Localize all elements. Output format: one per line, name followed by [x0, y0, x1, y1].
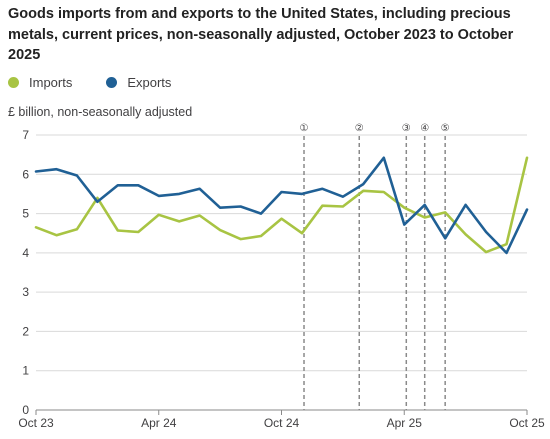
- legend-item-imports: Imports: [8, 75, 72, 90]
- y-tick-label: 0: [22, 403, 29, 417]
- chart-legend: Imports Exports: [8, 75, 205, 90]
- legend-item-exports: Exports: [106, 75, 171, 90]
- series-line-exports: [34, 156, 529, 255]
- y-tick-label: 5: [22, 207, 29, 221]
- annotation-marker-4: ④: [420, 123, 429, 134]
- y-tick-label: 4: [22, 246, 29, 260]
- x-tick-label: Apr 25: [387, 416, 423, 430]
- chart-title: Goods imports from and exports to the Un…: [8, 6, 514, 63]
- y-tick-label: 1: [22, 364, 29, 378]
- legend-label-exports: Exports: [127, 75, 172, 90]
- y-tick-label: 2: [22, 324, 29, 338]
- legend-swatch-exports: [106, 77, 118, 88]
- x-tick-label: Oct 25: [509, 416, 545, 430]
- annotation-marker-2: ②: [355, 123, 364, 134]
- y-tick-label: 7: [22, 128, 29, 142]
- annotation-marker-1: ①: [300, 123, 309, 134]
- series-line-imports: [34, 156, 529, 254]
- legend-label-imports: Imports: [29, 75, 73, 90]
- x-tick-label: Apr 24: [141, 416, 177, 430]
- y-tick-label: 3: [22, 285, 29, 299]
- annotation-marker-3: ③: [402, 123, 411, 134]
- annotation-marker-5: ⑤: [441, 123, 450, 134]
- y-axis-label: £ billion, non-seasonally adjusted: [8, 105, 193, 119]
- x-tick-label: Oct 23: [18, 416, 54, 430]
- y-tick-label: 6: [22, 167, 29, 181]
- legend-swatch-imports: [8, 77, 19, 88]
- x-tick-label: Oct 24: [264, 416, 300, 430]
